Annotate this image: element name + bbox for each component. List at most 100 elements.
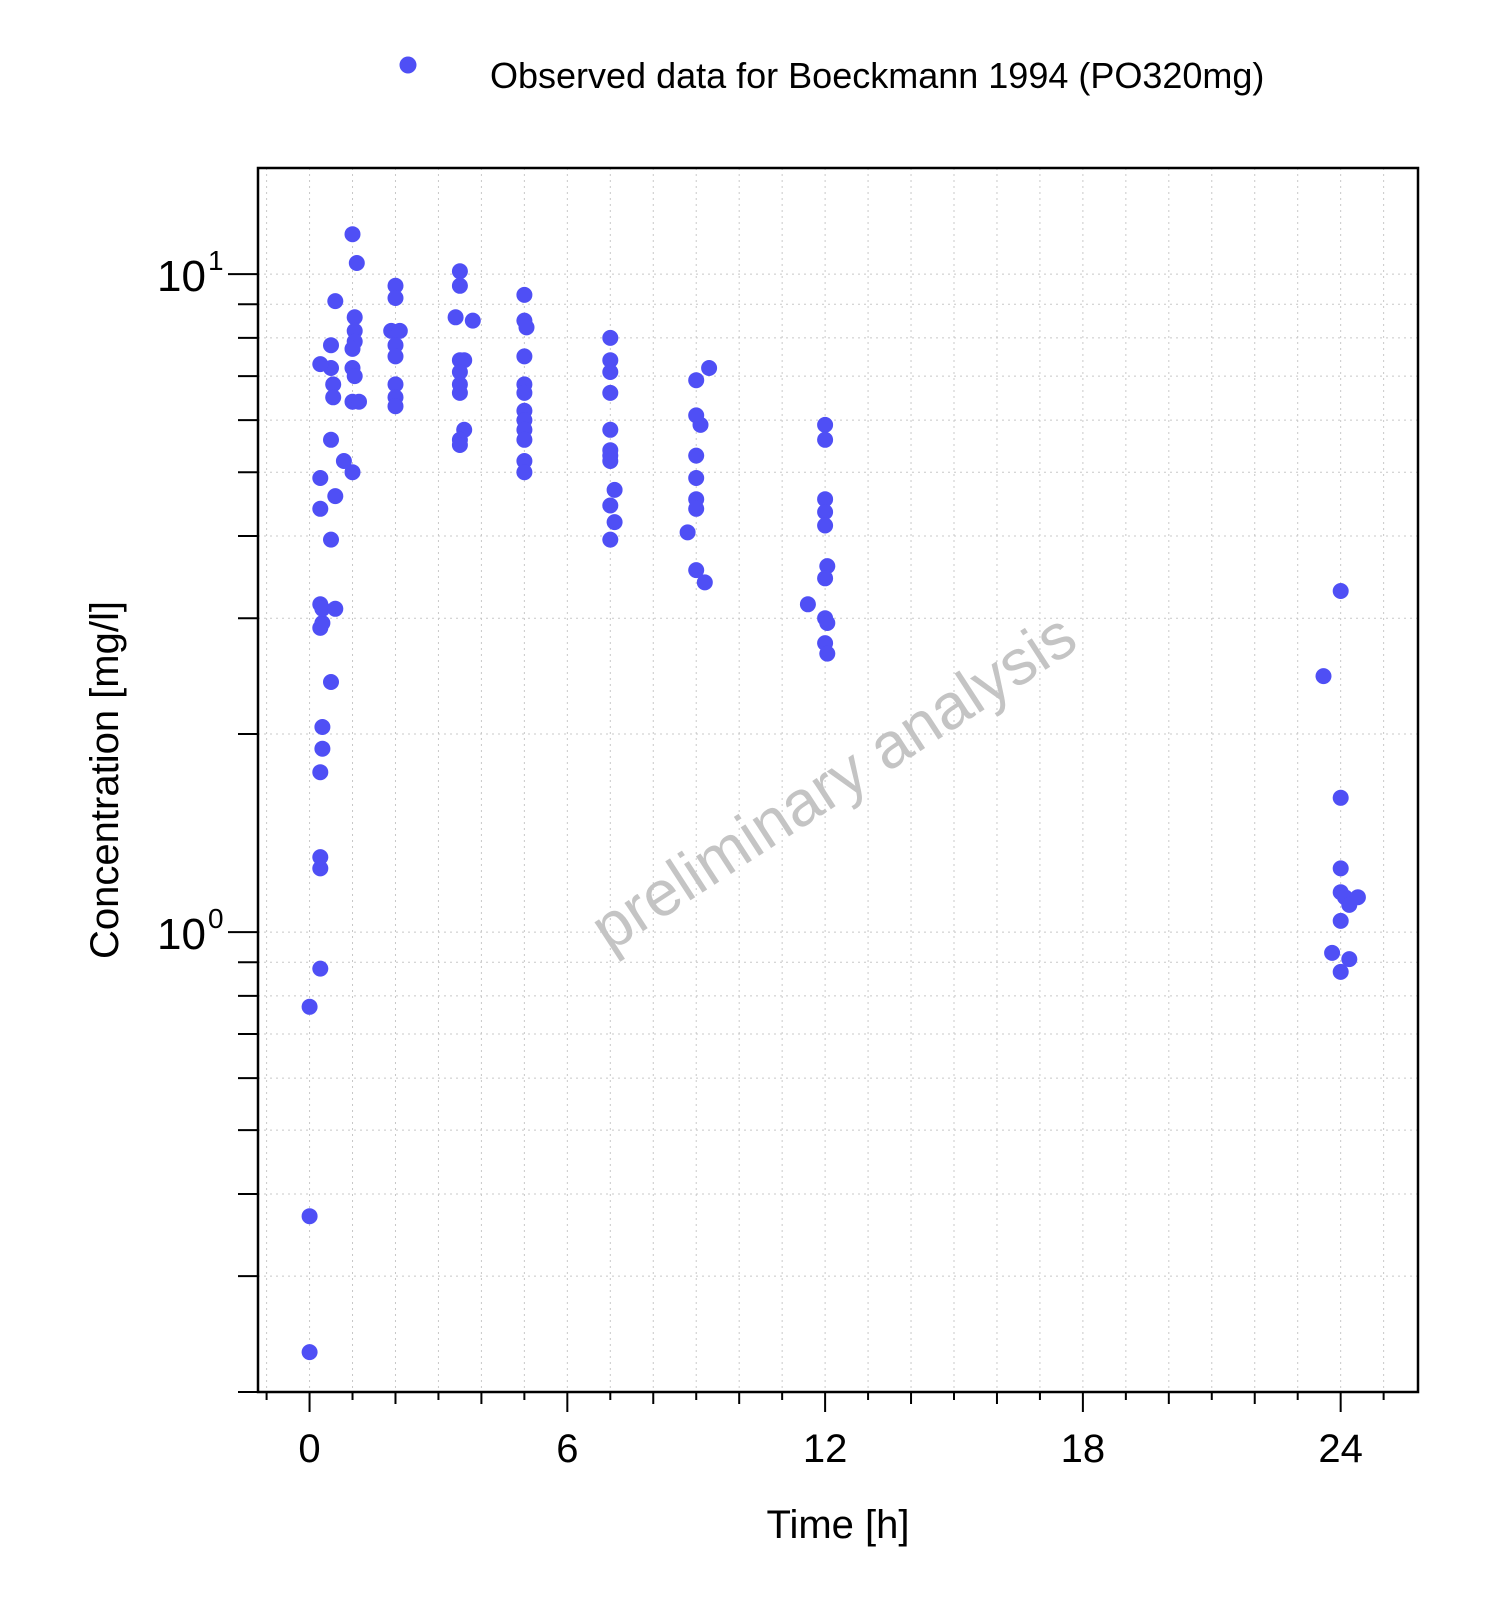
data-point: [1332, 912, 1349, 929]
data-point: [312, 764, 329, 781]
data-point: [387, 376, 404, 393]
data-point: [451, 437, 468, 453]
data-point: [701, 360, 718, 376]
data-point: [464, 312, 481, 329]
data-point: [516, 431, 533, 448]
data-point: [312, 500, 329, 517]
data-point: [817, 570, 834, 587]
data-point: [602, 352, 619, 369]
data-point: [323, 674, 339, 690]
data-point: [327, 293, 344, 310]
data-points: [301, 226, 1366, 1361]
y-axis-label: Concentration [mg/l]: [83, 601, 127, 959]
data-point: [346, 368, 363, 385]
y-tick-label: 10 0: [157, 903, 224, 959]
data-point: [688, 447, 705, 464]
x-tick-label: 18: [1061, 1427, 1106, 1471]
data-point: [817, 491, 834, 508]
data-point: [518, 319, 535, 336]
data-point: [391, 322, 408, 339]
x-tick-label: 12: [803, 1427, 848, 1471]
data-point: [516, 348, 533, 365]
data-point: [516, 453, 533, 469]
data-point: [602, 364, 619, 380]
data-point: [688, 500, 705, 517]
data-point: [688, 372, 705, 389]
data-point: [1332, 860, 1349, 877]
data-point: [344, 226, 361, 243]
data-point: [312, 849, 329, 866]
x-tick-label: 6: [556, 1427, 578, 1471]
x-axis: 0 6 12 18 24: [265, 1392, 1385, 1471]
data-point: [314, 615, 331, 631]
data-point: [451, 277, 468, 294]
legend-marker: [399, 56, 417, 74]
data-point: [323, 337, 339, 354]
data-point: [387, 398, 404, 415]
y-tick-label-exponent: 1: [208, 245, 224, 276]
data-point: [602, 497, 619, 514]
data-point: [602, 421, 619, 438]
data-point: [451, 384, 468, 401]
data-point: [323, 431, 339, 448]
legend-label: Observed data for Boeckmann 1994 (PO320m…: [490, 55, 1264, 96]
y-tick-label-base: 10: [157, 910, 206, 959]
data-point: [602, 531, 619, 548]
data-point: [817, 504, 834, 520]
data-point: [387, 290, 404, 306]
data-point: [1332, 583, 1349, 599]
data-point: [1332, 963, 1349, 980]
data-point: [348, 255, 365, 271]
data-point: [602, 329, 619, 346]
data-point: [516, 464, 533, 481]
data-point: [312, 960, 329, 977]
data-point: [817, 416, 834, 433]
data-point: [387, 337, 404, 354]
data-point: [688, 562, 705, 579]
y-tick-label-base: 10: [157, 252, 206, 301]
data-point: [679, 524, 696, 541]
data-point: [387, 277, 404, 294]
data-point: [688, 470, 705, 486]
data-point: [516, 384, 533, 401]
data-point: [819, 645, 836, 662]
data-point: [314, 740, 331, 757]
data-point: [312, 860, 329, 877]
legend: Observed data for Boeckmann 1994 (PO320m…: [399, 55, 1264, 96]
data-point: [1341, 951, 1358, 968]
plot-frame: [256, 166, 1420, 1394]
data-point: [1315, 668, 1332, 685]
data-point: [819, 615, 836, 631]
data-point: [346, 309, 363, 326]
data-point: [817, 431, 834, 448]
data-point: [451, 364, 468, 380]
data-point: [312, 470, 329, 486]
data-point: [602, 384, 619, 401]
data-point: [325, 376, 342, 393]
data-point: [312, 356, 329, 373]
data-point: [451, 263, 468, 280]
y-tick-label-exponent: 0: [208, 903, 224, 934]
data-point: [1332, 789, 1349, 806]
x-tick-label: 24: [1318, 1427, 1363, 1471]
data-point: [602, 453, 619, 469]
data-point: [692, 416, 709, 433]
data-point: [323, 531, 339, 548]
data-point: [516, 286, 533, 303]
data-point: [606, 514, 623, 531]
data-point: [314, 719, 331, 735]
data-point: [387, 348, 404, 365]
data-point: [335, 453, 352, 469]
data-point: [606, 481, 623, 498]
data-point: [351, 393, 367, 410]
data-point: [1324, 944, 1341, 961]
data-point: [696, 574, 713, 591]
data-point: [301, 998, 318, 1015]
data-point: [301, 1344, 318, 1361]
data-point: [344, 464, 361, 481]
data-point: [325, 389, 342, 406]
data-point: [344, 340, 361, 357]
